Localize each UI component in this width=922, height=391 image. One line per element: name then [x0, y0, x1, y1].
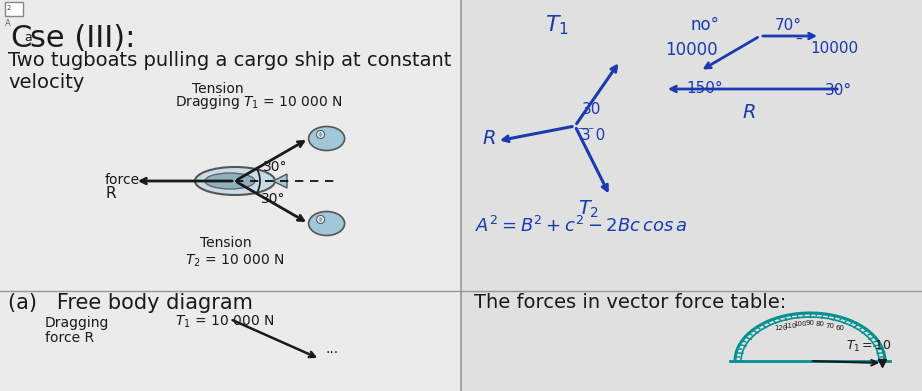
Text: $T_1$: $T_1$	[545, 13, 569, 37]
Text: 30: 30	[582, 102, 601, 117]
Text: a: a	[24, 31, 31, 44]
Text: 150°: 150°	[686, 81, 723, 96]
Text: 70: 70	[826, 323, 834, 328]
Text: Two tugboats pulling a cargo ship at constant: Two tugboats pulling a cargo ship at con…	[8, 51, 452, 70]
Text: $A^2 = B^2 + c^2 - 2Bc\,cos\,a$: $A^2 = B^2 + c^2 - 2Bc\,cos\,a$	[475, 216, 687, 236]
Text: $T_2$: $T_2$	[578, 199, 599, 220]
Ellipse shape	[195, 167, 275, 195]
Text: 100: 100	[793, 321, 807, 327]
Text: Dragging: Dragging	[45, 316, 110, 330]
Text: force: force	[105, 173, 140, 187]
Ellipse shape	[309, 127, 345, 151]
Text: 70°: 70°	[775, 18, 802, 33]
Text: $T_2$ = 10 000 N: $T_2$ = 10 000 N	[185, 253, 285, 269]
Bar	[5, 2, 23, 16]
Text: A: A	[5, 19, 11, 28]
Text: R: R	[105, 186, 115, 201]
Text: force R: force R	[45, 331, 94, 345]
Text: $T_1$ = 10 000 N: $T_1$ = 10 000 N	[175, 314, 275, 330]
Text: The forces in vector force table:: The forces in vector force table:	[474, 293, 786, 312]
Text: (a)   Free body diagram: (a) Free body diagram	[8, 293, 253, 313]
Text: ...: ...	[325, 342, 338, 356]
Ellipse shape	[309, 212, 345, 235]
Ellipse shape	[205, 173, 255, 189]
Text: 90: 90	[806, 320, 814, 326]
Text: 3 0: 3 0	[581, 129, 605, 143]
Text: velocity: velocity	[8, 73, 85, 92]
Text: Tension: Tension	[200, 236, 252, 250]
Ellipse shape	[316, 131, 325, 138]
Text: se (III):: se (III):	[30, 24, 136, 53]
Bar	[0, 0, 461, 391]
Text: 60: 60	[835, 325, 844, 331]
Polygon shape	[273, 174, 287, 188]
Text: 30°: 30°	[825, 83, 852, 98]
Text: Dragging $T_1$ = 10 000 N: Dragging $T_1$ = 10 000 N	[175, 93, 343, 111]
Text: Tension: Tension	[192, 82, 243, 96]
Bar	[461, 0, 922, 391]
Text: 110: 110	[783, 323, 797, 328]
Ellipse shape	[319, 132, 323, 137]
Text: R: R	[482, 129, 495, 147]
Text: –: –	[795, 33, 802, 47]
Ellipse shape	[319, 217, 323, 222]
Text: 120: 120	[774, 325, 787, 331]
Text: 10000: 10000	[810, 41, 858, 56]
Text: R: R	[742, 103, 755, 122]
Text: –––: –––	[577, 123, 594, 133]
Text: 2: 2	[7, 5, 11, 11]
Text: C: C	[10, 24, 31, 53]
Text: 10000: 10000	[665, 41, 717, 59]
Text: 30°: 30°	[261, 192, 286, 206]
Ellipse shape	[316, 215, 325, 224]
Text: $T_1 = 10$: $T_1 = 10$	[846, 339, 892, 353]
Text: no°: no°	[690, 16, 719, 34]
Text: 30°: 30°	[263, 160, 288, 174]
Text: 80: 80	[816, 321, 825, 327]
